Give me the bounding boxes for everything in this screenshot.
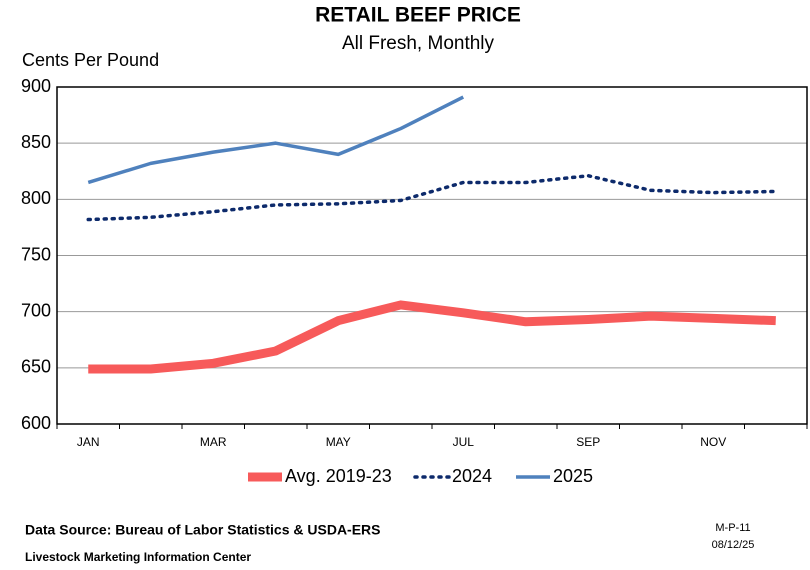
chart-date: 08/12/25 (712, 539, 755, 551)
y-axis-label: Cents Per Pound (22, 50, 159, 70)
y-tick-label: 750 (21, 244, 51, 264)
y-tick-label: 600 (21, 413, 51, 433)
y-tick-label: 800 (21, 188, 51, 208)
x-tick-label: MAR (200, 435, 227, 449)
chart-title: RETAIL BEEF PRICE (315, 4, 521, 27)
series-line (88, 300, 776, 374)
footer-note: Livestock Marketing Information Center (25, 550, 251, 564)
series-line (87, 95, 465, 185)
y-tick-label: 850 (21, 132, 51, 152)
legend-label: Avg. 2019-23 (285, 466, 392, 486)
x-tick-label: JAN (77, 435, 100, 449)
chart-code: M-P-11 (715, 522, 750, 534)
y-tick-label: 900 (21, 76, 51, 96)
legend-label: 2024 (452, 466, 492, 486)
x-tick-label: MAY (326, 435, 351, 449)
legend-label: 2025 (553, 466, 593, 486)
x-tick-label: JUL (453, 435, 475, 449)
source-note: Data Source: Bureau of Labor Statistics … (25, 522, 381, 538)
x-tick-label: NOV (700, 435, 726, 449)
series-line (86, 173, 778, 222)
x-tick-label: SEP (576, 435, 600, 449)
y-tick-label: 700 (21, 300, 51, 320)
y-tick-label: 650 (21, 357, 51, 377)
chart-subtitle: All Fresh, Monthly (342, 33, 495, 54)
